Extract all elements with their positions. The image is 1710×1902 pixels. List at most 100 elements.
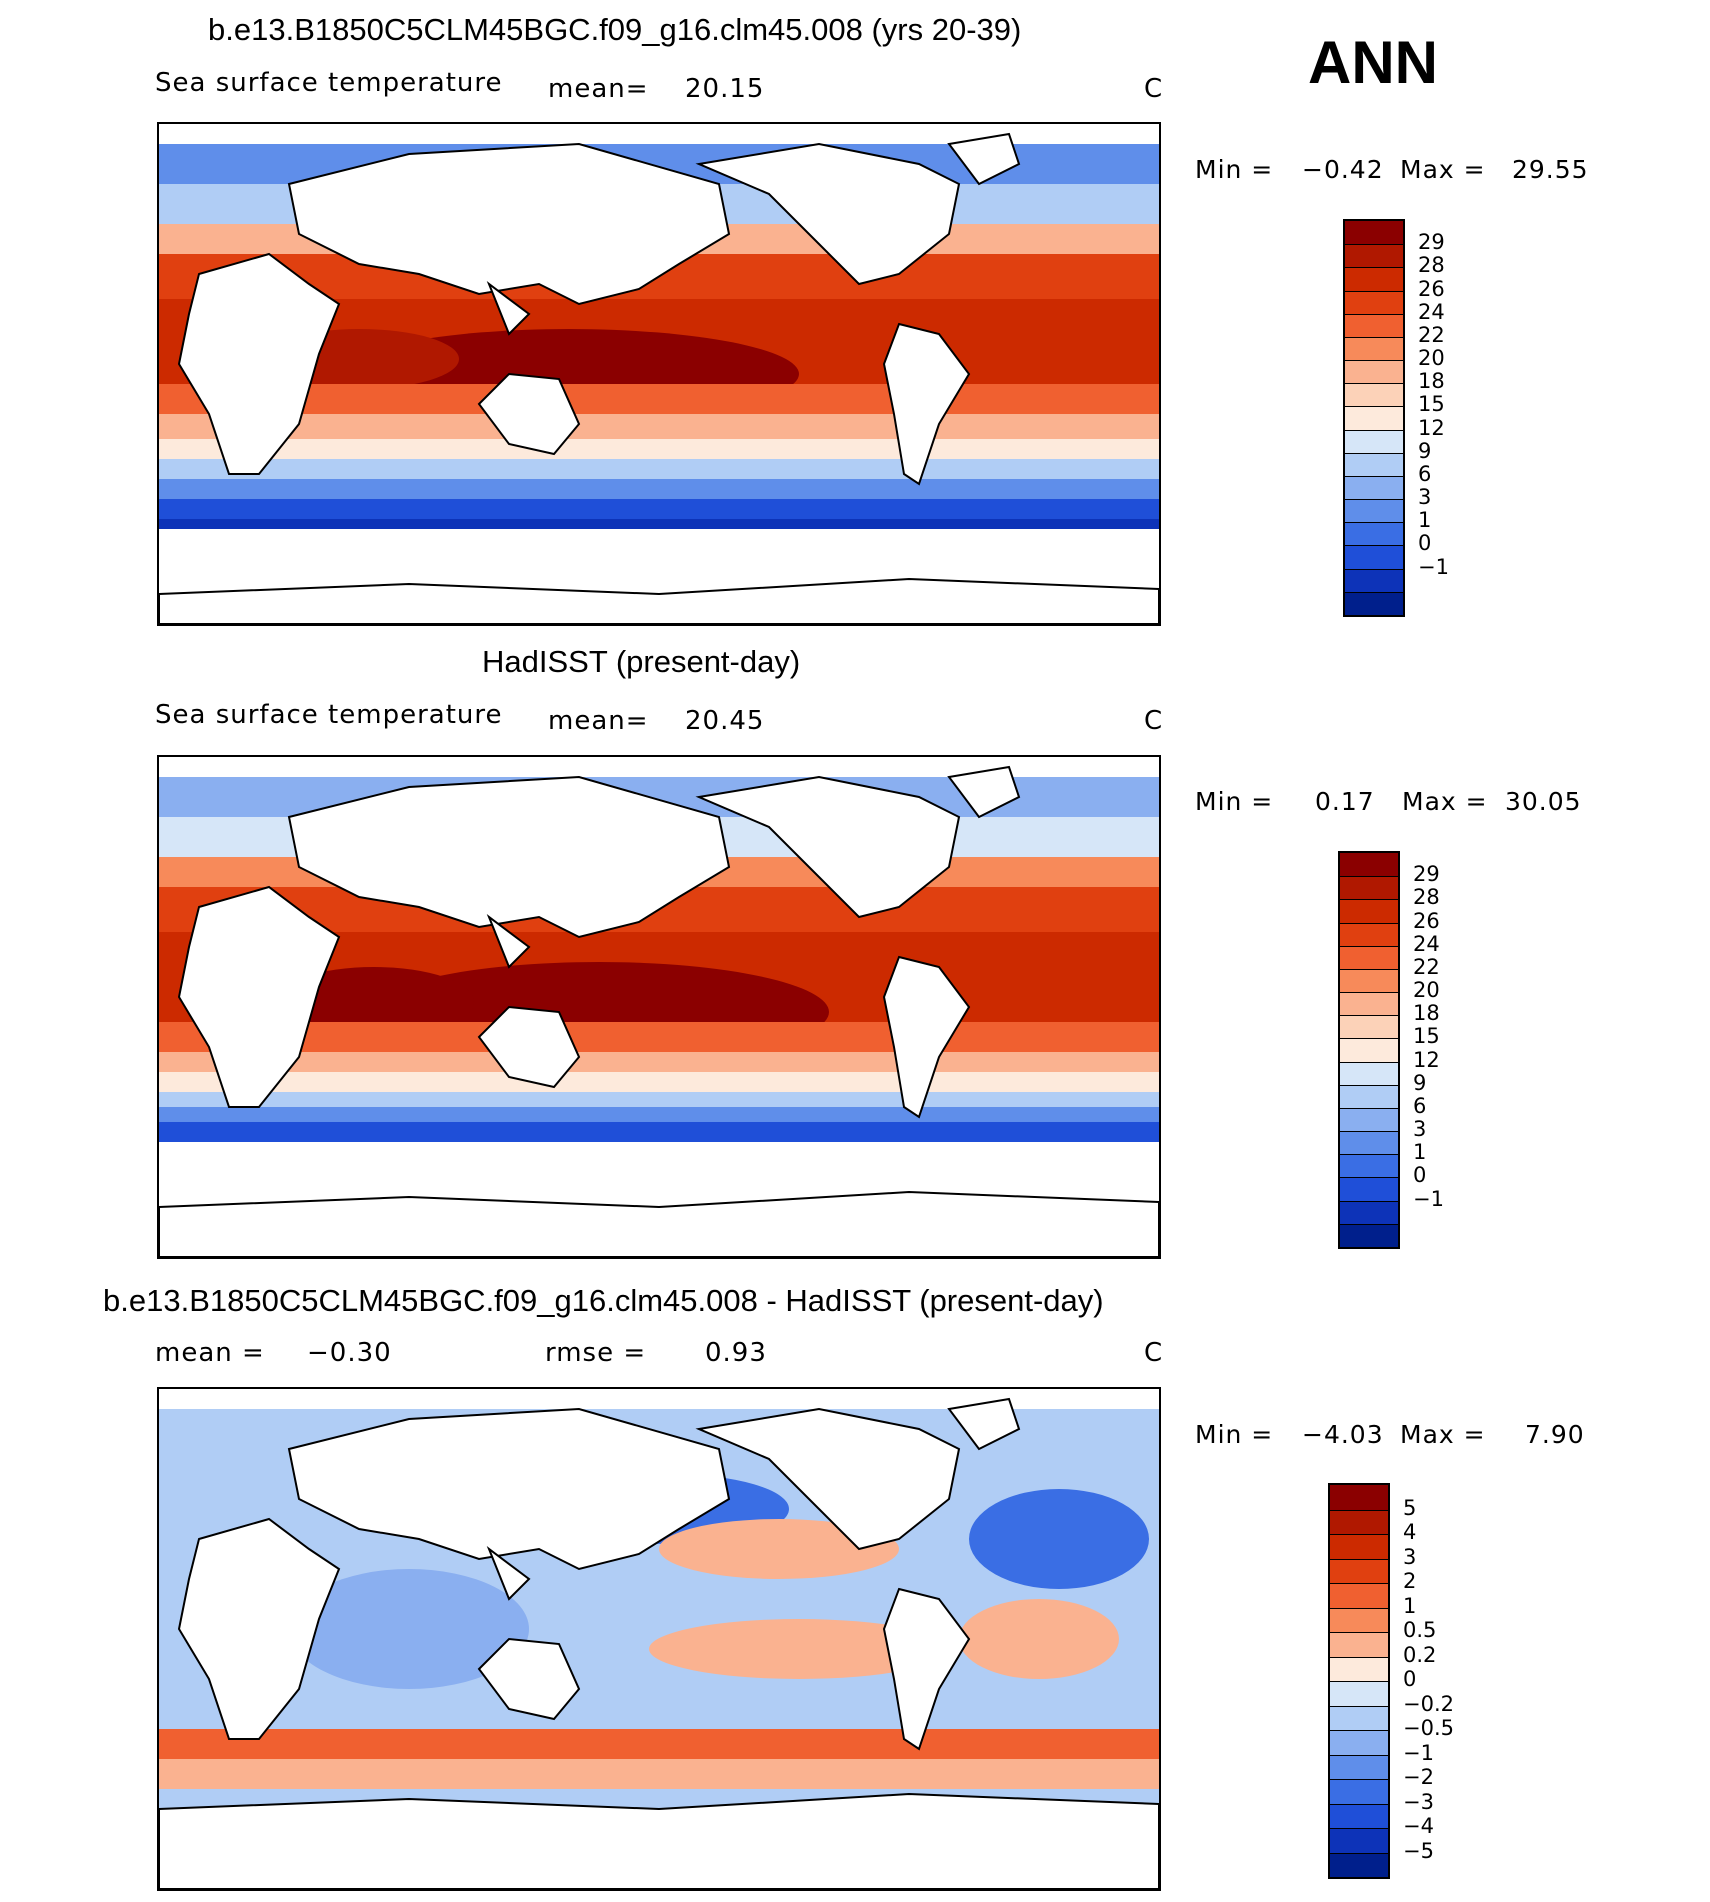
panel2-colorbar [1338,851,1400,1249]
colorbar-box [1330,1583,1388,1608]
colorbar-tick-label: 20 [1418,346,1445,371]
colorbar-box [1340,876,1398,900]
panel3-map [157,1387,1161,1891]
colorbar-tick-label: 3 [1413,1117,1427,1142]
panel1-min-label: Min = [1195,155,1274,184]
colorbar-box [1345,383,1403,407]
colorbar-box [1340,1154,1398,1178]
season-label: ANN [1308,29,1438,96]
panel3-rmse-value: 0.93 [705,1338,767,1368]
panel2-max-label: Max = [1402,787,1488,816]
colorbar-tick-label: 4 [1403,1520,1417,1544]
colorbar-box [1330,1730,1388,1755]
colorbar-box [1330,1754,1388,1779]
colorbar-box [1330,1705,1388,1730]
colorbar-tick-label: 18 [1413,1001,1440,1026]
panel3-min-label: Min = [1195,1420,1274,1449]
panel3-title: b.e13.B1850C5CLM45BGC.f09_g16.clm45.008 … [103,1283,1104,1318]
colorbar-tick-label: −5 [1403,1838,1434,1863]
colorbar-tick-label: −3 [1403,1789,1434,1814]
panel2-mean-label: mean= [548,706,649,736]
colorbar-box [1330,1681,1388,1706]
colorbar-box [1330,1485,1388,1510]
colorbar-box [1340,1061,1398,1085]
panel2-sst-field [159,757,1159,1257]
panel2-mean-value: 20.45 [685,706,765,736]
colorbar-box [1340,1015,1398,1039]
colorbar-box [1330,1828,1388,1853]
colorbar-tick-label: 6 [1418,461,1432,486]
colorbar-box [1345,429,1403,453]
panel2-variable: Sea surface temperature [155,700,503,730]
colorbar-box [1340,1223,1398,1247]
colorbar-tick-label: 9 [1413,1070,1427,1095]
colorbar-tick-label: 6 [1413,1093,1427,1118]
colorbar-tick-label: 22 [1418,322,1445,347]
colorbar-box [1345,406,1403,430]
colorbar-box [1345,244,1403,268]
colorbar-box [1330,1803,1388,1828]
panel1-mean-label: mean= [548,74,649,104]
colorbar-tick-label: 26 [1413,908,1440,933]
colorbar-box [1345,360,1403,384]
colorbar-box [1340,853,1398,877]
colorbar-box [1330,1779,1388,1804]
colorbar-tick-label: 1 [1403,1593,1417,1618]
colorbar-tick-label: 18 [1418,369,1445,394]
colorbar-box [1345,336,1403,361]
panel2-min-value: 0.17 [1315,787,1375,816]
panel1-units: C [1144,74,1164,104]
colorbar-box [1345,313,1403,337]
colorbar-tick-label: 3 [1418,485,1432,510]
colorbar-tick-label: 29 [1413,862,1440,887]
colorbar-tick-label: 1 [1413,1140,1427,1165]
colorbar-box [1340,1084,1398,1108]
colorbar-box [1340,992,1398,1016]
colorbar-tick-label: 28 [1413,885,1440,910]
colorbar-box [1345,221,1403,245]
colorbar-tick-label: 12 [1413,1047,1440,1072]
panel3-diff-field [159,1389,1159,1889]
panel3-mean-label: mean = [155,1338,265,1368]
colorbar-tick-label: 0 [1413,1163,1427,1188]
colorbar-box [1340,899,1398,923]
colorbar-tick-label: −4 [1403,1814,1434,1838]
colorbar-box [1330,1509,1388,1534]
colorbar-tick-label: 29 [1418,230,1445,255]
colorbar-tick-label: 24 [1418,299,1445,324]
colorbar-tick-label: −2 [1403,1765,1434,1789]
colorbar-box [1345,591,1403,615]
colorbar-tick-label: 0 [1403,1667,1417,1691]
colorbar-box [1340,922,1398,946]
colorbar-box [1340,1177,1398,1201]
colorbar-box [1340,968,1398,993]
panel1-max-label: Max = [1400,155,1486,184]
colorbar-tick-label: 28 [1418,253,1445,278]
colorbar-box [1340,1200,1398,1224]
panel1-variable: Sea surface temperature [155,68,503,98]
colorbar-tick-label: 22 [1413,954,1440,979]
colorbar-box [1345,452,1403,476]
colorbar-box [1345,545,1403,569]
colorbar-box [1345,290,1403,314]
colorbar-tick-label: −1 [1418,554,1449,579]
colorbar-box [1330,1656,1388,1681]
colorbar-box [1345,267,1403,291]
panel1-max-value: 29.55 [1512,155,1589,184]
colorbar-tick-label: 15 [1418,392,1445,417]
colorbar-tick-label: −1 [1413,1186,1444,1211]
colorbar-tick-label: −0.2 [1403,1691,1454,1716]
colorbar-tick-label: 2 [1403,1569,1417,1593]
panel2-units: C [1144,706,1164,736]
panel2-title: HadISST (present-day) [482,644,801,679]
colorbar-tick-label: 5 [1403,1495,1417,1520]
panel3-max-value: 7.90 [1525,1420,1585,1449]
panel2-min-label: Min = [1195,787,1274,816]
colorbar-tick-label: 12 [1418,415,1445,440]
colorbar-box [1345,475,1403,500]
colorbar-box [1340,1107,1398,1132]
panel1-title: b.e13.B1850C5CLM45BGC.f09_g16.clm45.008 … [208,12,1022,47]
panel2-map [157,755,1161,1259]
colorbar-tick-label: −1 [1403,1740,1434,1765]
colorbar-tick-label: −0.5 [1403,1716,1454,1740]
